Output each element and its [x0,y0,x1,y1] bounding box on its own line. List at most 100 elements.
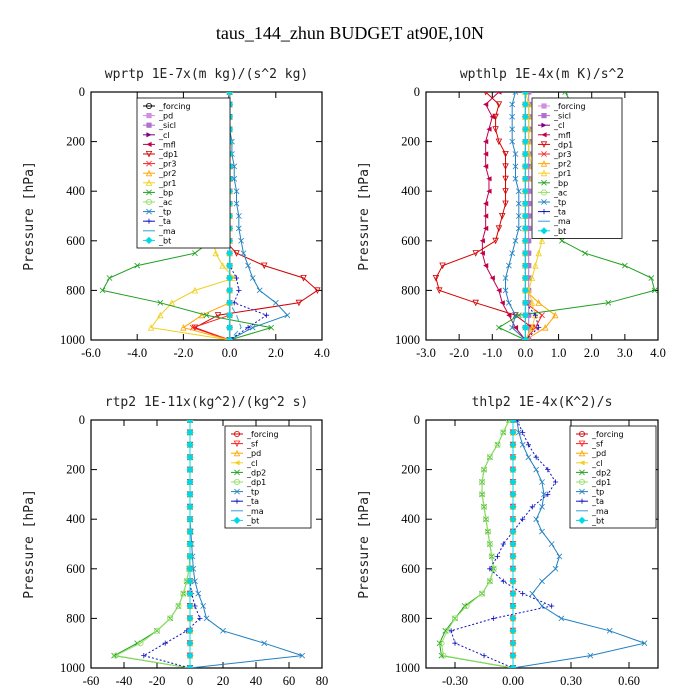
legend: _forcing_sf_pd_cl_dp2_dp1_tp_ta_ma_bt [224,425,312,529]
legend-label: _sicl [553,112,571,121]
data-point [146,141,152,147]
legend-item: _ta [231,497,259,506]
panel-title: wprtp 1E-7x(m kg)/(s^2 kg) [105,67,309,82]
data-point [487,566,493,572]
data-point [515,188,522,195]
data-point [605,299,612,306]
data-point [528,274,536,282]
data-point [509,138,516,145]
legend-label: _sf [591,440,603,449]
data-point [541,103,547,109]
data-point [439,262,446,270]
data-point [226,92,234,96]
series-ta [448,420,559,668]
data-point [538,237,546,244]
legend-item: _ta [576,497,604,506]
data-point [515,225,522,232]
data-point [191,286,199,294]
x-tick-label: 1.0 [551,346,567,360]
data-point [268,324,275,331]
data-point [479,491,486,498]
data-point [494,441,501,448]
legend-label: _tp [553,198,566,207]
legend-label: _pr1 [158,179,176,188]
y-tick-label: 0 [79,413,85,427]
legend-item: _bt [143,236,171,245]
data-point [186,453,194,461]
x-tick-label: 4.0 [314,346,330,360]
data-point [509,639,517,647]
data-point [529,504,535,510]
y-axis-label: Pressure [hPa] [22,161,37,271]
data-point [492,237,499,245]
data-point [548,541,555,547]
y-tick-label: 200 [66,463,85,477]
data-point [528,324,536,331]
data-point [483,225,489,231]
series-bt [521,92,530,340]
legend-label: _pd [591,449,606,458]
data-point [240,250,247,257]
legend-item: _pr3 [143,160,176,169]
data-point [509,101,516,108]
y-axis-label: Pressure [hPa] [22,489,37,599]
data-point [226,286,234,294]
data-point [234,469,240,476]
data-point [505,262,512,269]
legend-item: _sicl [143,121,176,130]
x-tick-label: -1.0 [482,346,502,360]
legend-item: _forcing [231,430,279,439]
series-dp2 [111,420,193,668]
data-point [137,640,144,647]
data-point [481,653,487,659]
x-tick-label: 60 [283,674,296,688]
series-line [112,420,191,668]
x-tick-label: -2.0 [449,346,469,360]
legend-item: _bp [538,179,568,188]
data-point [496,287,502,293]
data-point [529,590,536,597]
data-point [521,125,530,133]
data-point [134,262,141,269]
data-point [186,565,194,573]
data-point [167,615,174,622]
data-point [451,615,458,622]
series-dp1 [438,420,516,668]
data-point [480,503,487,510]
legend-item: _pr2 [143,169,176,178]
data-point [186,428,194,436]
data-point [512,151,519,157]
data-point [145,103,152,110]
data-point [486,126,492,132]
data-point [231,175,238,182]
data-point [562,92,569,95]
data-point [192,250,198,257]
data-point [535,249,542,257]
data-point [552,565,559,572]
data-point [299,652,306,659]
legend-item: _forcing [576,430,624,439]
y-tick-label: 200 [66,135,85,149]
y-tick-label: 400 [401,184,420,198]
x-tick-label: 0.0 [222,346,238,360]
legend-item: _dp1 [538,140,573,149]
data-point [545,491,551,497]
legend-item: _bt [538,227,566,236]
legend-item: _ac [538,188,567,197]
legend-label: _tp [158,208,171,217]
data-point [533,454,539,460]
data-point [203,312,210,319]
legend-label: _dp2 [591,468,611,477]
data-point [509,478,517,486]
data-point [186,515,194,523]
data-point [521,212,530,220]
panel-title: rtp2 1E-11x(kg^2)/(kg^2 s) [105,395,309,410]
data-point [219,262,226,269]
legend-item: _pr3 [538,150,571,159]
data-point [192,578,198,585]
data-point [502,188,509,195]
data-point [245,325,251,331]
x-tick-label: -40 [116,674,133,688]
data-point [542,324,549,331]
